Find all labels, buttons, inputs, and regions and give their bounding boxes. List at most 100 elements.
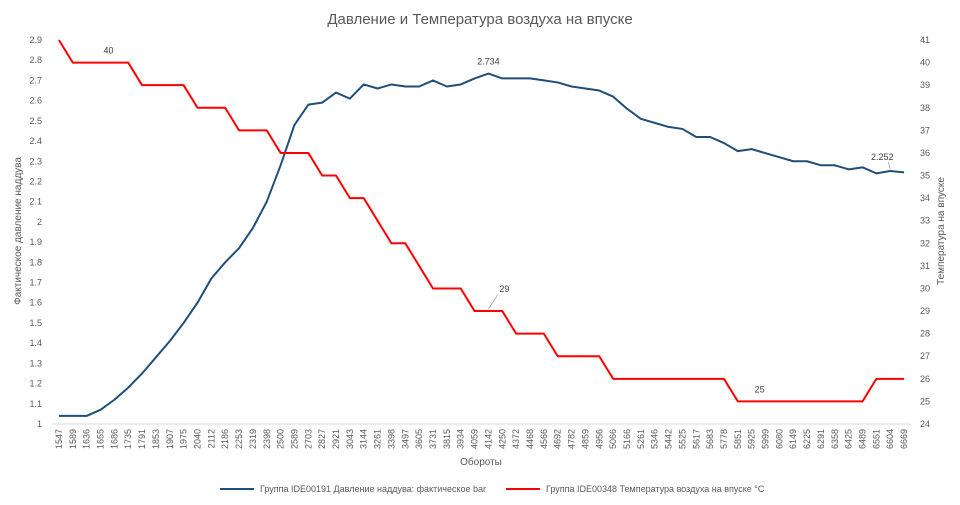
data-point <box>529 77 531 79</box>
data-point <box>141 372 143 374</box>
x-tick-label: 2112 <box>206 429 216 448</box>
data-point <box>820 164 822 166</box>
data-point <box>612 378 614 380</box>
series-2: 40 29 25 <box>58 39 905 403</box>
data-point <box>598 355 600 357</box>
data-point <box>390 83 392 85</box>
x-tick-label: 3398 <box>386 429 396 449</box>
data-label: 2.734 <box>477 57 500 67</box>
data-point <box>127 61 129 63</box>
y-left-tick-label: 2.2 <box>29 176 42 186</box>
legend-entry-1: Группа IDE00191 Давление наддува: фактич… <box>260 484 486 494</box>
x-tick-label: 5166 <box>622 429 632 449</box>
y-left-tick-label: 1.6 <box>29 298 42 308</box>
data-point <box>238 129 240 131</box>
data-point <box>709 136 711 138</box>
y-axis-left-label: Фактическое давление наддува <box>13 157 24 305</box>
data-point <box>681 378 683 380</box>
data-point <box>99 61 101 63</box>
x-tick-label: 1636 <box>82 429 92 449</box>
y-left-tick-label: 1.2 <box>29 379 42 389</box>
x-tick-label: 3934 <box>456 429 466 449</box>
data-point <box>127 386 129 388</box>
data-point <box>889 170 891 172</box>
data-point <box>515 332 517 334</box>
data-point <box>390 242 392 244</box>
y-left-tick-label: 1.8 <box>29 257 42 267</box>
data-point <box>764 400 766 402</box>
data-point <box>155 356 157 358</box>
data-point <box>515 77 517 79</box>
series-line <box>58 72 905 417</box>
y-right-tick-label: 38 <box>920 103 930 113</box>
data-point <box>861 400 863 402</box>
data-point <box>141 84 143 86</box>
y-right-tick-label: 41 <box>920 35 930 45</box>
x-tick-label: 5925 <box>747 429 757 449</box>
data-point <box>875 172 877 174</box>
x-tick-label: 3731 <box>428 429 438 449</box>
data-point <box>460 83 462 85</box>
data-point <box>667 126 669 128</box>
y-left-tick-label: 2.6 <box>29 96 42 106</box>
data-point <box>820 400 822 402</box>
x-tick-label: 6225 <box>802 429 812 449</box>
data-point <box>543 332 545 334</box>
y-left-tick-label: 1.1 <box>29 399 42 409</box>
x-tick-label: 5617 <box>691 429 701 449</box>
data-point <box>598 89 600 91</box>
x-tick-label: 4142 <box>483 429 493 449</box>
y-left-tick-label: 1.7 <box>29 278 42 288</box>
data-point <box>487 72 489 74</box>
data-point <box>224 261 226 263</box>
y-left-tick-label: 2.5 <box>29 116 42 126</box>
data-point <box>501 77 503 79</box>
x-tick-label: 6080 <box>774 429 784 449</box>
y-right-tick-label: 36 <box>920 148 930 158</box>
x-tick-label: 4956 <box>594 429 604 449</box>
x-tick-label: 4468 <box>525 429 535 449</box>
data-point <box>279 164 281 166</box>
data-point <box>612 95 614 97</box>
data-point <box>404 85 406 87</box>
data-point <box>737 150 739 152</box>
data-point <box>321 174 323 176</box>
data-point <box>778 156 780 158</box>
legend: Группа IDE00191 Давление наддува: фактич… <box>220 484 765 494</box>
data-point <box>376 220 378 222</box>
x-tick-label: 3261 <box>373 429 383 449</box>
x-tick-label: 4692 <box>553 429 563 449</box>
data-point <box>792 160 794 162</box>
x-tick-label: 5851 <box>733 429 743 449</box>
data-point <box>113 399 115 401</box>
data-point <box>750 148 752 150</box>
data-point <box>85 415 87 417</box>
data-point <box>584 87 586 89</box>
x-tick-label: 1655 <box>95 429 105 449</box>
data-point <box>293 152 295 154</box>
y-right-tick-label: 40 <box>920 58 930 68</box>
x-tick-label: 5442 <box>664 429 674 449</box>
data-point <box>570 85 572 87</box>
series-line <box>58 39 905 403</box>
x-tick-label: 1686 <box>109 429 119 449</box>
y-left-tick-label: 2.1 <box>29 197 42 207</box>
data-point <box>584 355 586 357</box>
data-label: 25 <box>755 384 765 394</box>
data-point <box>889 378 891 380</box>
data-point <box>196 107 198 109</box>
x-tick-label: 2186 <box>220 429 230 449</box>
x-tick-label: 2589 <box>289 429 299 449</box>
y-right-tick-label: 32 <box>920 238 930 248</box>
data-point <box>903 171 905 173</box>
data-point <box>169 84 171 86</box>
y-left-tick-label: 1.3 <box>29 358 42 368</box>
y-right-tick-label: 28 <box>920 329 930 339</box>
data-point <box>806 160 808 162</box>
data-point <box>321 101 323 103</box>
data-point <box>155 84 157 86</box>
x-tick-label: 1853 <box>151 429 161 449</box>
y-right-tick-label: 39 <box>920 80 930 90</box>
data-point <box>764 152 766 154</box>
x-tick-label: 5778 <box>719 429 729 449</box>
